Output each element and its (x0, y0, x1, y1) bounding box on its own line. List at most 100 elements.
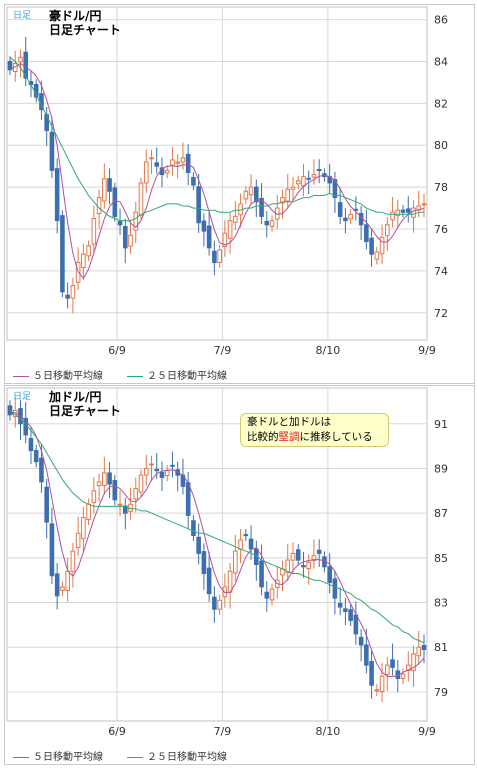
candle-body (65, 570, 70, 591)
ma25-line (9, 56, 424, 222)
aud-jpy-chart-panel: 86 84 82 80 78 76 74 72 6/9 7/9 8/10 9/9 日足 豪ドル/円 日… (4, 4, 475, 384)
candle-body (154, 162, 160, 167)
chart-period-tag: 日足 (13, 11, 32, 21)
candle-body (233, 215, 238, 223)
annotation-line-2: 比較的堅調に推移している (247, 430, 382, 445)
legend-ma25: ２５日移動平均線 (127, 748, 227, 763)
candle-body (233, 550, 238, 574)
candle-body (395, 209, 401, 217)
candle-body (149, 463, 154, 466)
candle-body (191, 176, 196, 186)
candle-body (411, 207, 416, 218)
candle-body (364, 224, 369, 243)
candle-body (348, 609, 353, 621)
candle-body (369, 661, 374, 686)
annotation-line-1: 豪ドルと加ドルは (247, 416, 331, 428)
candle-body (70, 550, 76, 572)
candle-body (332, 179, 338, 199)
legend-ma5: ５日移動平均線 (13, 748, 103, 763)
candle-body (343, 608, 348, 612)
chart-annotation: 豪ドルと加ドルは 比較的堅調に推移している (240, 413, 389, 447)
candle-body (112, 480, 118, 501)
chart-title-pair: 豪ドル/円 (49, 9, 102, 23)
y-tick-label: 76 (434, 223, 448, 236)
candle-body (86, 245, 91, 257)
candle-body (149, 157, 154, 160)
candle-body (196, 186, 201, 224)
candle-body (49, 131, 55, 171)
legend-ma25-swatch (127, 756, 143, 758)
chart-title-type: 日足チャート (49, 23, 121, 37)
candle-body (385, 224, 390, 237)
y-tick-label: 80 (434, 139, 448, 152)
candle-body (295, 549, 301, 561)
candle-body (364, 644, 369, 666)
legend-ma25-swatch (127, 375, 143, 377)
y-tick-label: 86 (434, 14, 448, 27)
candle-body (143, 467, 149, 476)
legend-ma5-label: ５日移動平均線 (33, 371, 103, 382)
legend-ma5: ５日移動平均線 (13, 367, 103, 382)
candle-body (164, 470, 170, 477)
x-tick-label: 7/9 (214, 344, 232, 357)
candle-body (400, 673, 406, 680)
candle-body (411, 653, 416, 671)
candle-body (348, 213, 353, 220)
x-tick-label: 9/9 (418, 344, 436, 357)
candle-body (65, 294, 70, 299)
annotation-text-post: に推移している (299, 431, 373, 443)
candle-body (107, 472, 112, 485)
candle-body (327, 566, 332, 583)
candle-body (353, 614, 359, 635)
annotation-highlight: 堅調 (278, 431, 300, 443)
candle-body (385, 664, 390, 676)
candle-body (421, 203, 427, 206)
candle-body (337, 202, 343, 217)
candle-body (102, 178, 107, 202)
candle-body (285, 559, 291, 574)
candle-body (138, 474, 144, 493)
candle-body (201, 551, 207, 574)
cad-jpy-chart-panel: 91 89 87 85 83 81 79 6/9 7/9 8/10 9/9 日足 加ドル/円 日足チ… (4, 385, 475, 765)
candle-body (337, 602, 343, 608)
candle-body (369, 237, 374, 255)
chart-title: 加ドル/円 日足チャート (49, 390, 121, 418)
x-tick-label: 7/9 (214, 725, 232, 738)
candle-body (75, 532, 81, 549)
candle-body (264, 220, 270, 226)
y-tick-label: 79 (434, 686, 448, 699)
y-tick-label: 74 (434, 265, 448, 278)
candle-body (175, 161, 180, 164)
candle-body (374, 689, 380, 692)
aud-jpy-chart-svg: 86 84 82 80 78 76 74 72 6/9 7/9 8/10 9/9 (6, 6, 448, 357)
candle-body (133, 211, 139, 231)
candle-body (212, 596, 217, 610)
candle-body (70, 285, 76, 299)
candle-body (23, 51, 29, 79)
candle-body (217, 249, 222, 264)
y-tick-label: 89 (434, 462, 448, 475)
y-tick-label: 78 (434, 181, 448, 194)
candle-body (269, 220, 275, 227)
candle-body (332, 578, 338, 599)
legend-ma25-label: ２５日移動平均線 (147, 371, 227, 382)
candle-body (128, 234, 133, 247)
candle-body (206, 567, 212, 595)
x-tick-label: 6/9 (108, 344, 126, 357)
candle-body (7, 60, 13, 71)
candle-body (227, 220, 233, 239)
candle-body (54, 573, 60, 597)
candle-body (201, 220, 207, 232)
candle-body (264, 591, 270, 599)
candle-body (122, 225, 128, 249)
candle-body (259, 560, 264, 588)
candle-body (133, 488, 139, 500)
chart-title-type: 日足チャート (49, 404, 121, 418)
x-tick-label: 9/9 (418, 725, 436, 738)
candle-body (91, 218, 97, 245)
y-tick-label: 72 (434, 307, 448, 320)
candle-body (316, 169, 322, 172)
candle-body (269, 588, 275, 601)
candle-body (185, 482, 191, 516)
candle-body (18, 56, 23, 63)
